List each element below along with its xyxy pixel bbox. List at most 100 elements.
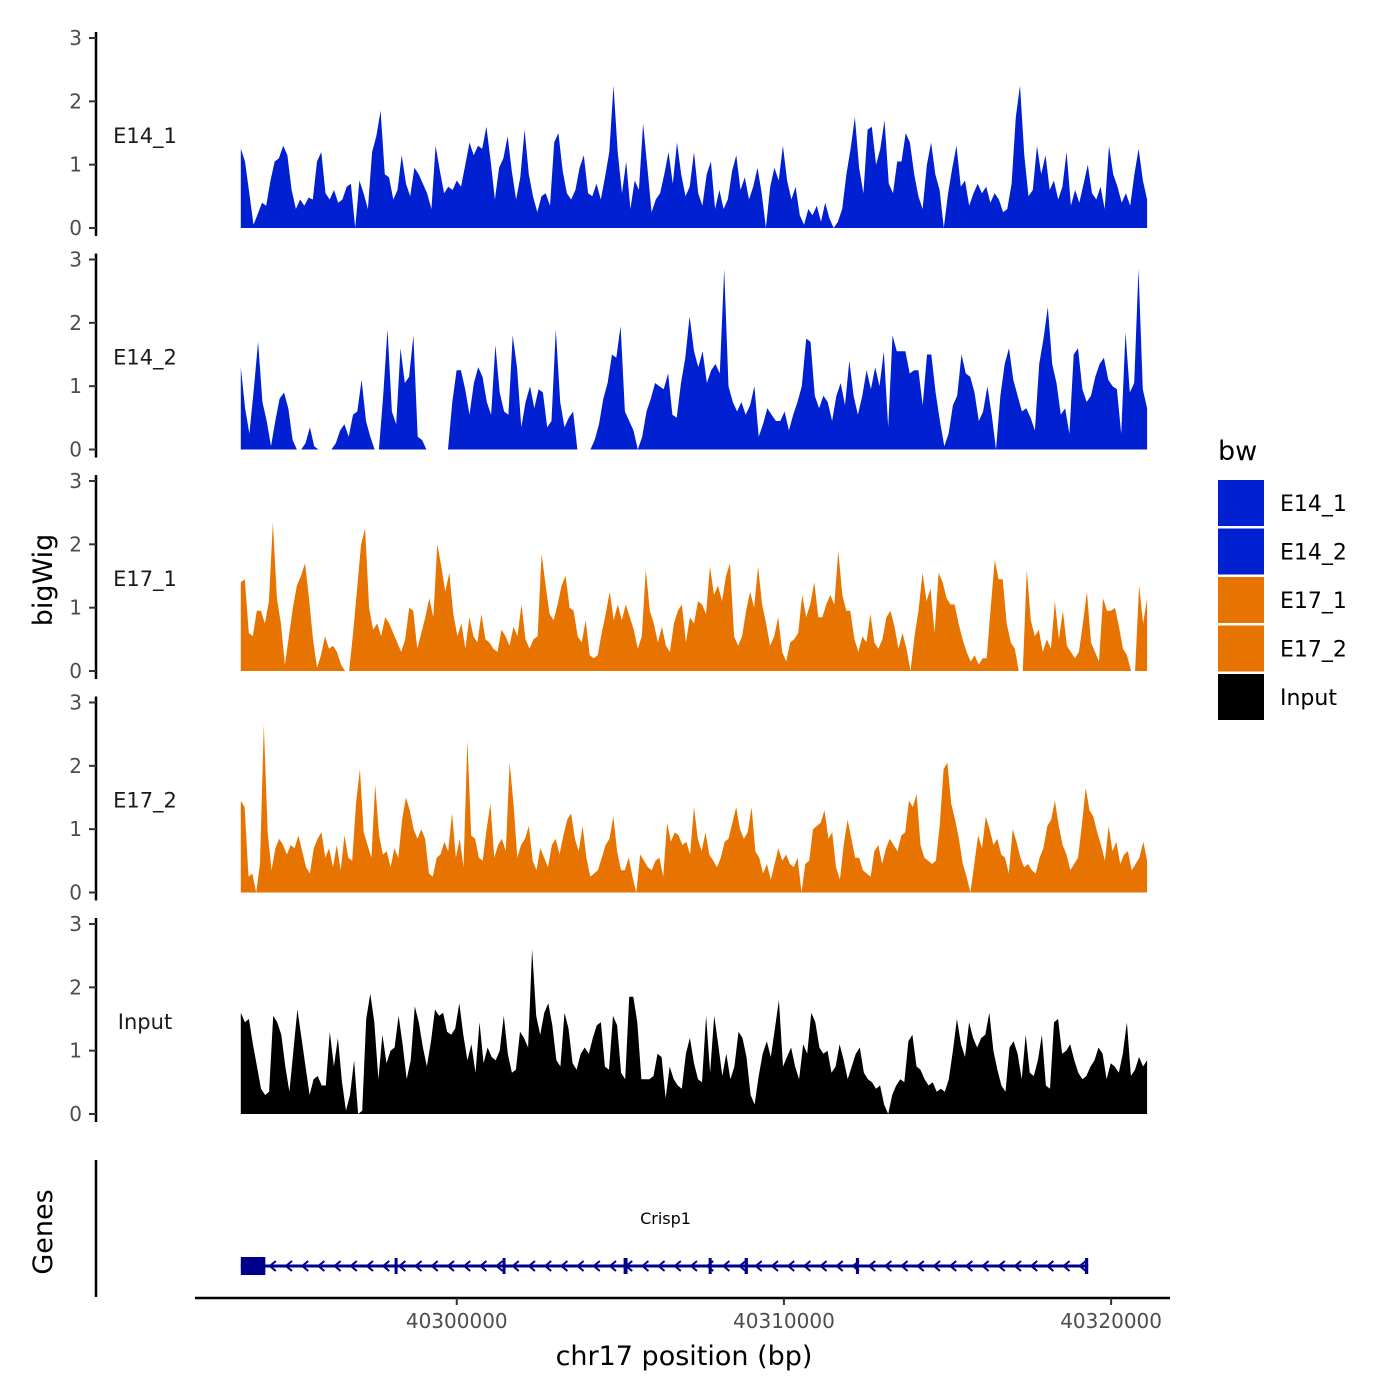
strand-arrow — [430, 1260, 439, 1272]
strand-arrow — [883, 1260, 893, 1272]
gene-exon — [855, 1258, 859, 1274]
strand-arrow — [381, 1260, 390, 1272]
genes-axis-title: Genes — [28, 1189, 59, 1274]
y-tick-label: 2 — [69, 975, 82, 999]
strand-arrow — [1078, 1260, 1087, 1272]
strand-arrow — [365, 1260, 374, 1272]
strand-arrow — [754, 1260, 763, 1272]
legend-swatch — [1218, 625, 1264, 672]
y-tick-label: 2 — [69, 311, 82, 335]
signal-area-E14_1 — [240, 85, 1148, 228]
strand-arrow — [446, 1260, 455, 1272]
genes-panel: Crisp1 — [94, 1160, 1089, 1297]
strand-arrow — [835, 1260, 844, 1272]
y-tick-label: 2 — [69, 754, 82, 778]
legend-label: E17_2 — [1280, 638, 1347, 663]
track-label: E14_2 — [113, 346, 177, 371]
strand-arrow — [997, 1260, 1006, 1272]
strand-arrow — [916, 1260, 925, 1272]
strand-arrow — [316, 1260, 326, 1272]
legend-swatch — [1218, 528, 1264, 575]
signal-tracks: 0 1 2 3 E14_1 0 1 2 3 E14_2 0 1 2 3 E17_1 0 1 2 3 E17_2 0 1 2 3… — [69, 26, 1148, 1126]
gene-exon — [708, 1258, 712, 1274]
strand-arrow — [284, 1260, 293, 1272]
y-tick-label: 3 — [69, 691, 82, 715]
strand-arrow — [1045, 1260, 1055, 1272]
strand-arrow — [673, 1260, 682, 1272]
strand-arrow — [964, 1260, 974, 1272]
y-tick-label: 1 — [69, 817, 82, 841]
strand-arrow — [576, 1260, 585, 1272]
strand-arrow — [300, 1260, 309, 1272]
strand-arrow — [462, 1260, 471, 1272]
strand-arrow — [721, 1260, 731, 1272]
strand-arrow — [1062, 1260, 1071, 1272]
y-tick-label: 3 — [69, 26, 82, 50]
strand-arrow — [495, 1260, 504, 1272]
track-E17_1: 0 1 2 3 E17_1 — [69, 469, 1148, 683]
strand-arrow — [738, 1260, 747, 1272]
y-tick-label: 1 — [69, 596, 82, 620]
y-tick-label: 1 — [69, 153, 82, 177]
strand-arrow — [948, 1260, 957, 1272]
strand-arrow — [559, 1260, 569, 1272]
y-axis-title: bigWig — [28, 534, 59, 627]
track-E14_1: 0 1 2 3 E14_1 — [69, 26, 1148, 240]
strand-arrow — [900, 1260, 909, 1272]
y-tick-label: 1 — [69, 374, 82, 398]
strand-arrow — [640, 1260, 650, 1272]
gene-exon — [394, 1258, 398, 1274]
x-tick-label: 40320000 — [1060, 1309, 1162, 1333]
strand-arrow — [527, 1260, 536, 1272]
x-axis-title: chr17 position (bp) — [556, 1341, 813, 1372]
legend-label: Input — [1280, 686, 1337, 711]
strand-arrow — [770, 1260, 779, 1272]
legend-title: bw — [1218, 436, 1257, 467]
strand-arrow — [478, 1260, 488, 1272]
strand-arrow — [414, 1260, 423, 1272]
y-tick-label: 0 — [69, 659, 82, 683]
y-tick-label: 0 — [69, 216, 82, 240]
signal-area-E14_2 — [240, 269, 1148, 450]
x-tick-label: 40300000 — [406, 1309, 508, 1333]
strand-arrow — [511, 1260, 520, 1272]
gene-exon — [1084, 1258, 1089, 1274]
track-Input: 0 1 2 3 Input — [69, 912, 1148, 1126]
strand-arrow — [981, 1260, 990, 1272]
y-tick-label: 0 — [69, 438, 82, 462]
x-axis: 40300000 40310000 40320000 — [195, 1296, 1170, 1333]
y-tick-label: 0 — [69, 1102, 82, 1126]
track-label: E17_2 — [113, 789, 177, 814]
legend: bw E14_1 E14_2 E17_1 E17_2 Input — [1218, 436, 1347, 720]
y-tick-label: 1 — [69, 1039, 82, 1063]
strand-arrow — [349, 1260, 358, 1272]
gene-name-label: Crisp1 — [640, 1209, 691, 1228]
track-label: Input — [118, 1010, 172, 1034]
strand-arrow — [786, 1260, 795, 1272]
y-tick-label: 3 — [69, 912, 82, 936]
gene-exon — [502, 1258, 506, 1274]
strand-arrow — [592, 1260, 601, 1272]
strand-arrow — [819, 1260, 828, 1272]
signal-area-E17_2 — [240, 724, 1148, 893]
y-tick-label: 2 — [69, 89, 82, 113]
legend-label: E14_1 — [1280, 492, 1347, 517]
strand-arrow — [689, 1260, 698, 1272]
x-tick-label: 40310000 — [733, 1309, 835, 1333]
strand-arrow — [268, 1260, 277, 1272]
gene-exon — [240, 1257, 266, 1275]
signal-area-Input — [240, 949, 1148, 1114]
strand-arrow — [333, 1260, 342, 1272]
y-tick-label: 3 — [69, 469, 82, 493]
strand-arrow — [1029, 1260, 1038, 1272]
signal-area-E17_1 — [240, 522, 1148, 671]
legend-label: E14_2 — [1280, 541, 1347, 566]
strand-arrow — [657, 1260, 666, 1272]
gene-exon — [744, 1258, 748, 1274]
strand-arrow — [932, 1260, 941, 1272]
legend-swatch — [1218, 577, 1264, 623]
track-label: E17_1 — [113, 567, 177, 592]
legend-swatch — [1218, 674, 1264, 720]
track-label: E14_1 — [113, 124, 177, 149]
